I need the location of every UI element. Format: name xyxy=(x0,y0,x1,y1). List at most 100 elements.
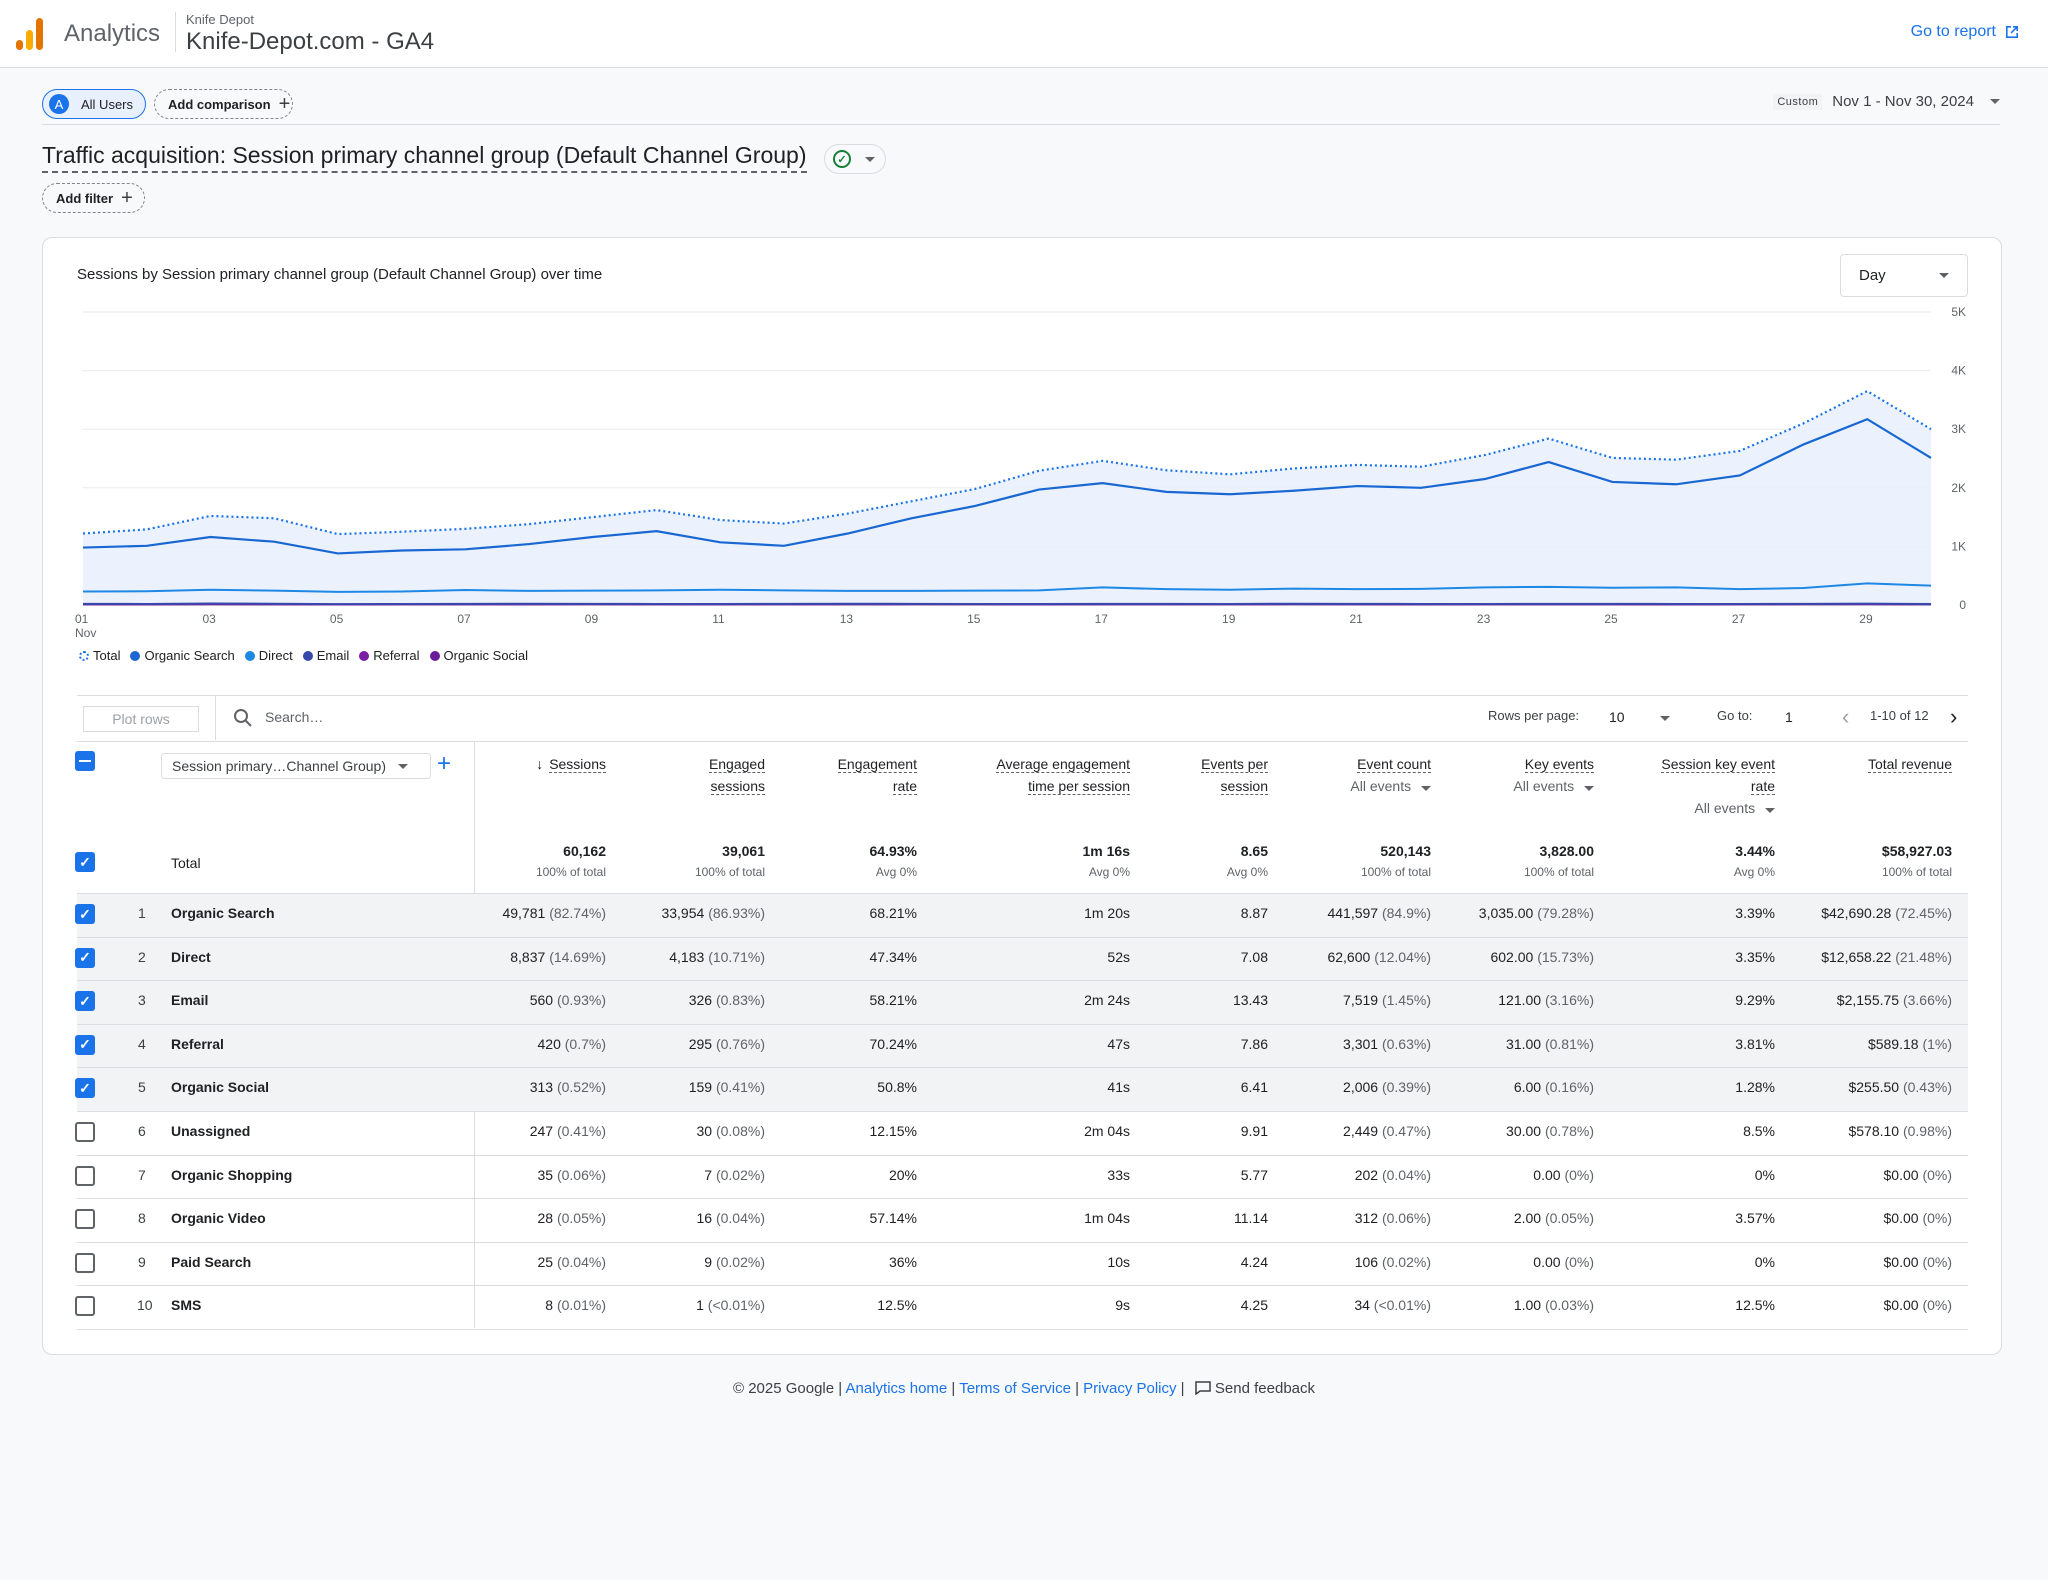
report-title[interactable]: Traffic acquisition: Session primary cha… xyxy=(42,142,807,173)
analytics-logo-icon[interactable] xyxy=(16,18,44,50)
channel-name[interactable]: Paid Search xyxy=(171,1253,252,1270)
go-to-page-input[interactable]: 1 xyxy=(1785,709,1793,725)
metric-value: 16 xyxy=(696,1210,713,1227)
column-header[interactable]: ↓ Sessions xyxy=(446,753,606,775)
column-header[interactable]: Engagement rate xyxy=(757,753,917,797)
metric-cell: 0.00 (0%) xyxy=(1434,1254,1594,1270)
search-input[interactable]: Search… xyxy=(265,709,324,725)
channel-name[interactable]: Unassigned xyxy=(171,1123,251,1139)
total-subtext: Avg 0% xyxy=(1226,865,1268,879)
metric-percent: (0%) xyxy=(1564,1253,1594,1270)
series-line-email[interactable] xyxy=(82,602,1932,606)
column-header[interactable]: Event count All events xyxy=(1271,753,1431,797)
plot-rows-button[interactable]: Plot rows xyxy=(83,706,199,732)
metric-value: 33,954 xyxy=(661,905,705,921)
column-header[interactable]: Engaged sessions xyxy=(605,753,765,797)
sessions-line-chart[interactable]: 0 1K 2K 3K 4K 5K 01 03 05 07 09 11 13 15 17 19 21 23 25 27 2… xyxy=(43,298,2003,643)
row-checkbox[interactable]: ✓ xyxy=(75,947,95,968)
metric-cell: 2m 24s xyxy=(910,992,1130,1008)
legend-item[interactable]: Organic Search xyxy=(130,648,235,663)
chevron-down-icon xyxy=(1421,786,1431,791)
series-line-total[interactable] xyxy=(82,389,1932,536)
column-header[interactable]: Session key event rate All events xyxy=(1575,753,1775,819)
chart-legend: Total Organic Search Direct Email Referral Or… xyxy=(79,648,528,663)
legend-item[interactable]: Total xyxy=(79,648,120,663)
legend-item[interactable]: Organic Social xyxy=(429,648,528,663)
add-dimension-icon[interactable]: + xyxy=(437,750,452,777)
metric-value: 159 xyxy=(688,1079,713,1096)
series-line-organic-search[interactable] xyxy=(82,418,1932,555)
channel-name[interactable]: Direct xyxy=(171,948,211,965)
date-range-picker[interactable]: Custom Nov 1 - Nov 30, 2024 xyxy=(1773,93,2000,110)
privacy-link[interactable]: Privacy Policy xyxy=(1083,1380,1177,1397)
metric-cell: 25 (0.04%) xyxy=(446,1254,607,1270)
rows-per-page-select[interactable]: 10 xyxy=(1609,709,1625,725)
channel-name[interactable]: Organic Search xyxy=(171,905,275,921)
send-feedback-button[interactable]: Send feedback xyxy=(1195,1380,1315,1397)
app-name[interactable]: Analytics xyxy=(64,20,161,47)
metric-percent: (0.01%) xyxy=(556,1297,606,1314)
date-range-value: Nov 1 - Nov 30, 2024 xyxy=(1832,93,1974,110)
metric-value: 4,183 xyxy=(669,948,705,965)
previous-page-icon[interactable]: ‹ xyxy=(1842,704,1850,729)
total-checkbox[interactable]: ✓ xyxy=(75,852,95,872)
metric-cell: $578.10 (0.98%) xyxy=(1752,1123,1952,1139)
row-checkbox[interactable] xyxy=(75,1209,95,1230)
report-status-menu[interactable]: ✓ xyxy=(824,144,886,174)
channel-name[interactable]: Organic Video xyxy=(171,1210,266,1227)
row-checkbox[interactable]: ✓ xyxy=(75,904,95,924)
add-comparison-button[interactable]: Add comparison + xyxy=(154,89,293,119)
dimension-select[interactable]: Session primary…Channel Group) xyxy=(161,753,431,779)
segment-chip-all-users[interactable]: A All Users xyxy=(42,89,146,119)
next-page-icon[interactable]: › xyxy=(1950,704,1958,729)
row-checkbox[interactable] xyxy=(75,1296,95,1317)
metric-cell: 3.81% xyxy=(1575,1036,1775,1052)
chevron-down-icon xyxy=(1765,808,1775,813)
analytics-home-link[interactable]: Analytics home xyxy=(845,1380,948,1397)
metric-percent: (0.63%) xyxy=(1381,1035,1431,1052)
column-header[interactable]: Key events All events xyxy=(1434,753,1594,797)
add-filter-button[interactable]: Add filter + xyxy=(42,183,145,213)
pagination-status: 1-10 of 12 xyxy=(1870,708,1929,723)
channel-name[interactable]: Organic Shopping xyxy=(171,1166,293,1183)
event-filter-select[interactable]: All events xyxy=(1434,775,1594,797)
metric-percent: (84.9%) xyxy=(1381,905,1431,921)
account-name[interactable]: Knife Depot xyxy=(186,12,254,27)
channel-name[interactable]: Referral xyxy=(171,1035,224,1052)
legend-item[interactable]: Referral xyxy=(359,648,420,663)
go-to-report-link[interactable]: Go to report xyxy=(1911,23,2020,41)
total-subtext: 100% of total xyxy=(1360,865,1431,879)
series-line-direct[interactable] xyxy=(82,582,1932,593)
row-checkbox[interactable]: ✓ xyxy=(75,991,95,1012)
select-all-checkbox[interactable] xyxy=(75,751,95,771)
event-filter-select[interactable]: All events xyxy=(1575,797,1775,819)
legend-item[interactable]: Email xyxy=(302,648,349,663)
metric-cell: $0.00 (0%) xyxy=(1752,1254,1953,1270)
metric-value: 106 xyxy=(1354,1253,1379,1270)
add-filter-label: Add filter xyxy=(56,190,114,206)
total-subtext: 100% of total xyxy=(694,865,765,879)
row-checkbox[interactable]: ✓ xyxy=(75,1078,95,1099)
property-name[interactable]: Knife-Depot.com - GA4 xyxy=(186,28,435,55)
column-header[interactable]: Average engagement time per session xyxy=(910,753,1130,797)
channel-name[interactable]: Organic Social xyxy=(171,1079,270,1096)
event-filter-select[interactable]: All events xyxy=(1271,775,1431,797)
metric-value: 31.00 xyxy=(1506,1035,1542,1052)
legend-item[interactable]: Direct xyxy=(244,648,293,663)
toolbar-divider xyxy=(215,696,216,740)
row-checkbox[interactable]: ✓ xyxy=(75,1034,95,1055)
row-checkbox[interactable] xyxy=(75,1122,95,1142)
channel-name[interactable]: SMS xyxy=(171,1297,202,1314)
column-header[interactable]: Total revenue xyxy=(1752,753,1952,775)
column-header[interactable]: Events per session xyxy=(1108,753,1268,797)
metric-cell: 20% xyxy=(757,1167,917,1183)
row-checkbox[interactable] xyxy=(75,1252,95,1273)
total-subtext: 100% of total xyxy=(1523,865,1594,879)
interval-select[interactable]: Day xyxy=(1840,254,1968,297)
chevron-down-icon[interactable] xyxy=(1660,716,1670,721)
terms-link[interactable]: Terms of Service xyxy=(959,1380,1071,1397)
metric-value: 68.21% xyxy=(869,905,917,921)
channel-name[interactable]: Email xyxy=(171,992,209,1009)
metric-value: 12.5% xyxy=(1735,1297,1775,1314)
row-checkbox[interactable] xyxy=(75,1165,95,1186)
